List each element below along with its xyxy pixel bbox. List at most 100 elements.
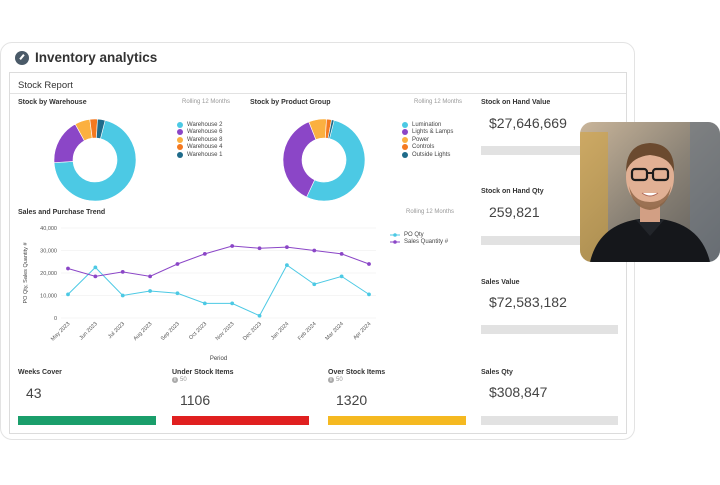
data-point[interactable]: [202, 251, 207, 256]
stock-on-hand-value: $27,646,669: [489, 115, 567, 131]
data-point[interactable]: [285, 245, 289, 250]
stock-on-hand-qty: 259,821: [489, 204, 540, 220]
trend-legend: PO Qty Sales Quantity #: [390, 231, 448, 246]
under-stock-value: 1106: [180, 392, 211, 408]
legend-item: Warehouse 8: [177, 136, 222, 144]
legend-swatch: [402, 136, 408, 143]
data-point[interactable]: [367, 292, 371, 297]
sales-value: $72,583,182: [489, 294, 567, 310]
data-point[interactable]: [285, 263, 289, 268]
weeks-cover-value: 43: [26, 385, 42, 401]
legend-label: Warehouse 1: [187, 151, 223, 158]
series-line-po-qty: [67, 264, 370, 317]
legend-swatch: [402, 151, 408, 158]
x-tick-label: May 2023: [50, 321, 71, 342]
legend-swatch: [177, 129, 183, 136]
data-point[interactable]: [339, 274, 344, 279]
legend-label: Warehouse 4: [187, 144, 223, 151]
stock-on-hand-value-label: Stock on Hand Value: [481, 99, 551, 106]
x-axis-label: Period: [210, 356, 227, 362]
stock-on-hand-qty-bar: [481, 236, 618, 245]
data-point[interactable]: [120, 269, 125, 274]
legend-item: PO Qty: [390, 231, 448, 239]
weeks-cover-label: Weeks Cover: [18, 369, 62, 376]
x-tick-label: Aug 2023: [133, 321, 154, 342]
legend-item: Lights & Lamps: [402, 129, 453, 137]
trend-chart-period: Rolling 12 Months: [406, 209, 455, 215]
x-tick-label: Jan 2024: [270, 321, 290, 341]
donut-slice-lumination[interactable]: [306, 119, 366, 202]
donut-slice-outside-lights[interactable]: [327, 119, 335, 140]
product-chart-period: Rolling 12 Months: [414, 99, 463, 105]
legend-label: Controls: [412, 144, 435, 151]
data-point[interactable]: [367, 262, 371, 266]
under-stock-threshold: i 50: [172, 377, 187, 383]
legend-swatch: [177, 151, 183, 158]
sales-value-label: Sales Value: [481, 279, 520, 286]
x-tick-label: Jun 2023: [79, 321, 99, 341]
legend-swatch: [177, 144, 183, 151]
app-title: Inventory analytics: [35, 50, 158, 65]
under-stock-threshold-value: 50: [180, 377, 187, 383]
x-tick-label: Apr 2024: [352, 321, 372, 341]
data-point[interactable]: [230, 301, 235, 306]
data-point[interactable]: [93, 265, 98, 270]
legend-item: Controls: [402, 144, 453, 152]
under-stock-bar: [172, 416, 309, 425]
data-point[interactable]: [148, 274, 152, 279]
legend-item: Sales Quantity #: [390, 239, 448, 247]
data-point[interactable]: [175, 262, 180, 266]
legend-label: Warehouse 8: [187, 136, 223, 143]
data-point[interactable]: [257, 313, 262, 318]
legend-label: Sales Quantity #: [404, 239, 449, 246]
data-point[interactable]: [339, 251, 344, 256]
over-stock-value: 1320: [336, 392, 368, 408]
legend-label: PO Qty: [404, 231, 424, 238]
data-point[interactable]: [148, 289, 152, 293]
person-portrait-icon: [580, 122, 720, 262]
trend-chart-title: Sales and Purchase Trend: [18, 209, 106, 216]
data-point[interactable]: [175, 291, 180, 296]
info-icon: i: [328, 377, 334, 383]
series-line-sales-quantity: [67, 245, 370, 277]
x-tick-label: Dec 2023: [242, 321, 263, 342]
product-donut-chart: [282, 118, 366, 202]
legend-item: Outside Lights: [402, 151, 453, 159]
data-point[interactable]: [93, 274, 98, 279]
data-point[interactable]: [66, 266, 70, 271]
y-tick-label: 0: [54, 316, 57, 322]
data-point[interactable]: [312, 282, 317, 287]
over-stock-threshold: i 50: [328, 377, 343, 383]
over-stock-bar: [328, 416, 466, 425]
stock-on-hand-value-bar: [481, 146, 618, 155]
product-chart-title: Stock by Product Group: [250, 99, 331, 106]
legend-swatch: [402, 121, 408, 128]
warehouse-chart-title: Stock by Warehouse: [18, 99, 87, 106]
warehouse-legend: Warehouse 2 Warehouse 6 Warehouse 8 Ware…: [177, 121, 222, 159]
data-point[interactable]: [312, 248, 317, 253]
data-point[interactable]: [202, 301, 207, 306]
donut-slice-warehouse-1[interactable]: [96, 118, 106, 140]
data-point[interactable]: [257, 246, 262, 251]
data-point[interactable]: [230, 244, 235, 248]
sales-value-bar: [481, 325, 618, 334]
warehouse-donut-chart: [53, 118, 137, 202]
trend-line-chart: 0 10,000 20,000 30,000 40,000 PO Qty, Sales Q…: [23, 226, 376, 362]
user-photo: [580, 122, 720, 262]
legend-label: Lights & Lamps: [412, 129, 454, 136]
data-point[interactable]: [66, 292, 70, 297]
report-divider: [10, 93, 626, 94]
info-icon: i: [172, 377, 178, 383]
data-point[interactable]: [120, 293, 125, 298]
warehouse-chart-period: Rolling 12 Months: [182, 99, 231, 105]
donut-slice-lights-lamps[interactable]: [282, 121, 317, 198]
donut-slice-warehouse-2[interactable]: [53, 119, 137, 202]
y-tick-label: 30,000: [40, 249, 57, 255]
legend-label: Warehouse 2: [187, 121, 223, 128]
legend-item: Lumination: [402, 121, 453, 129]
legend-item: Power: [402, 136, 453, 144]
legend-label: Power: [412, 136, 430, 143]
legend-line-swatch: [390, 240, 400, 245]
x-tick-label: Oct 2023: [188, 321, 208, 341]
y-tick-label: 10,000: [40, 294, 57, 300]
